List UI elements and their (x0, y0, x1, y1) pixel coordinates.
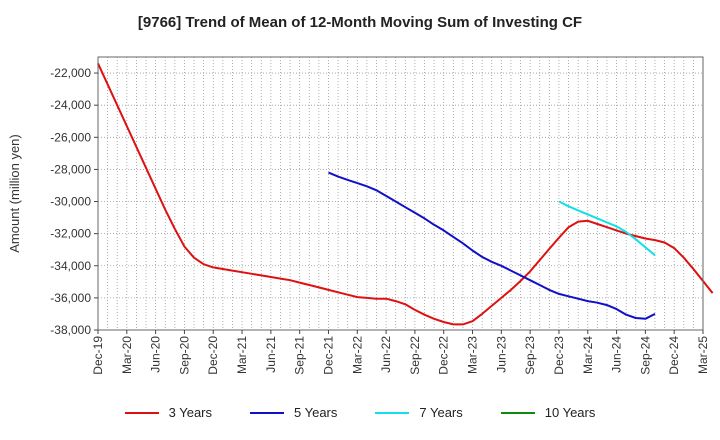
x-tick-label: Dec-23 (552, 336, 566, 375)
y-tick-label: -30,000 (50, 195, 91, 209)
y-tick-label: -36,000 (50, 291, 91, 305)
legend-item: 5 Years (250, 405, 337, 420)
x-tick-label: Dec-20 (206, 336, 220, 375)
x-tick-label: Sep-21 (293, 336, 307, 375)
axis-layer: -22,000 -24,000 -26,000 -28,000 -30,000 -32,0… (7, 56, 710, 375)
grid-layer (98, 57, 703, 331)
x-tick-label: Sep-22 (408, 336, 422, 375)
x-tick-label: Mar-21 (235, 336, 249, 374)
x-tick-label: Mar-20 (120, 336, 134, 374)
y-tick-label: -32,000 (50, 227, 91, 241)
legend-swatch (500, 411, 535, 414)
series-layer (97, 62, 714, 326)
legend-label: 7 Years (419, 405, 463, 420)
x-tick-label: Jun-22 (379, 336, 393, 373)
series-line-3-years (97, 62, 714, 326)
legend-item: 3 Years (124, 405, 212, 420)
x-tick-label: Jun-24 (610, 336, 624, 373)
legend-label: 5 Years (294, 405, 338, 420)
x-tick-label: Mar-23 (466, 336, 480, 374)
legend-swatch (250, 411, 284, 414)
x-tick-label: Mar-24 (581, 336, 595, 374)
y-tick-label: -34,000 (50, 259, 91, 273)
x-tick-label: Dec-19 (91, 336, 105, 375)
x-tick-label: Dec-24 (667, 336, 681, 375)
legend: 3 Years 5 Years 7 Years 10 Years (0, 405, 720, 420)
y-tick-label: -38,000 (50, 323, 91, 337)
x-tick-label: Jun-20 (149, 336, 163, 373)
x-tick-label: Mar-25 (696, 336, 710, 374)
series-line-5-years (328, 171, 656, 320)
legend-swatch (124, 411, 159, 414)
y-tick-label: -24,000 (50, 98, 91, 112)
x-tick-label: Sep-23 (523, 336, 537, 375)
chart-title: [9766] Trend of Mean of 12-Month Moving … (137, 14, 583, 31)
legend-label: 3 Years (168, 405, 212, 420)
legend-label: 10 Years (544, 405, 596, 420)
series-line-7-years (558, 200, 656, 257)
legend-item: 7 Years (375, 405, 463, 420)
x-tick-label: Jun-23 (494, 336, 508, 373)
x-tick-label: Sep-20 (177, 336, 191, 375)
x-tick-label: Sep-24 (638, 336, 652, 375)
x-tick-label: Jun-21 (264, 336, 278, 373)
y-tick-label: -26,000 (50, 130, 91, 144)
x-tick-label: Dec-22 (437, 336, 451, 375)
y-tick-label: -28,000 (50, 162, 91, 176)
legend-swatch (375, 411, 410, 414)
y-tick-label: -22,000 (50, 66, 91, 80)
x-tick-label: Mar-22 (350, 336, 364, 374)
x-tick-label: Dec-21 (321, 336, 335, 375)
y-axis-label: Amount (million yen) (7, 134, 22, 253)
plot-frame (97, 56, 704, 331)
legend-item: 10 Years (500, 405, 596, 420)
